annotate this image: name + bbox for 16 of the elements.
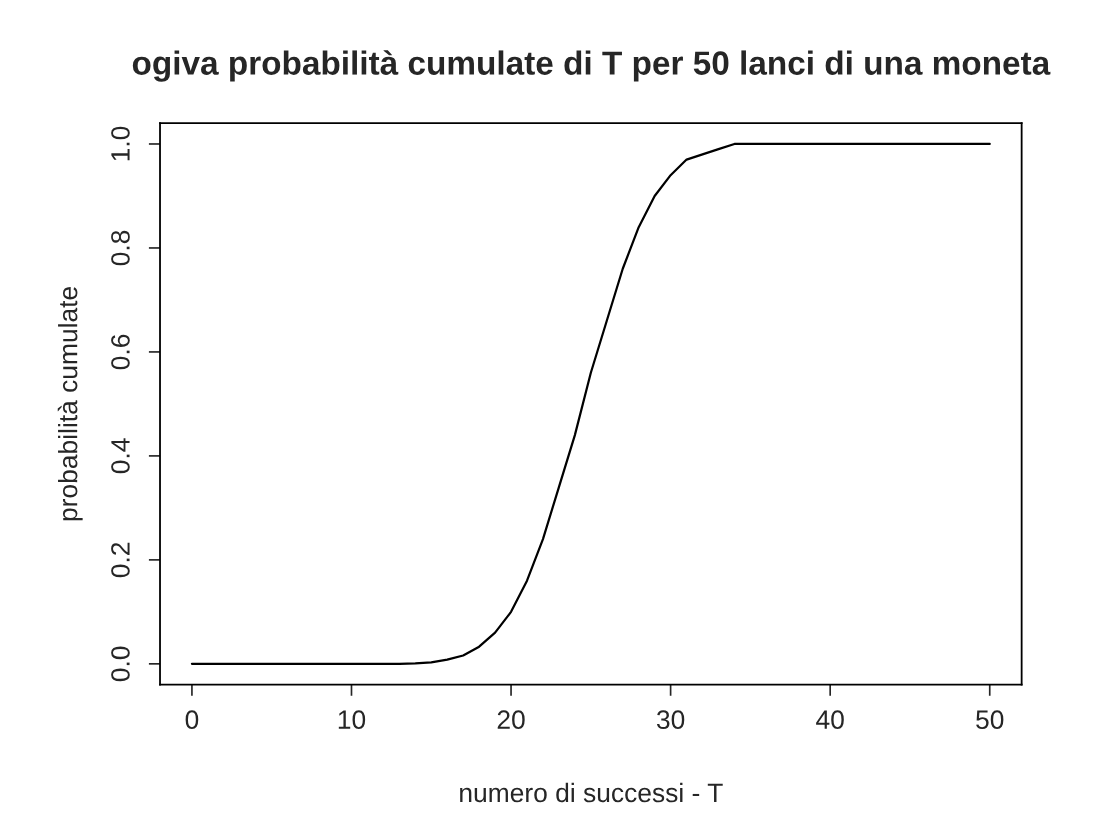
x-tick-label: 10 — [338, 710, 366, 730]
x-tick-label: 20 — [497, 710, 525, 730]
y-tick-label: 0.8 — [111, 230, 130, 266]
y-tick-label: 0.4 — [111, 438, 130, 474]
y-tick-label: 0.2 — [111, 542, 130, 578]
y-axis-title: probabilità cumulate — [57, 286, 83, 521]
y-tick-label: 1.0 — [111, 126, 130, 161]
y-tick-label: 0.0 — [111, 646, 130, 682]
x-tick-label: 40 — [816, 710, 844, 730]
y-tick-label: 0.6 — [111, 334, 130, 370]
chart-title: ogiva probabilità cumulate di T per 50 lanci di una moneta — [132, 50, 1051, 82]
x-axis-title: numero di successi - T — [460, 782, 723, 803]
line-series — [190, 142, 991, 665]
x-tick-label: 50 — [976, 710, 1004, 730]
x-tick-label: 30 — [656, 710, 685, 730]
x-tick-label: 0 — [185, 710, 199, 730]
